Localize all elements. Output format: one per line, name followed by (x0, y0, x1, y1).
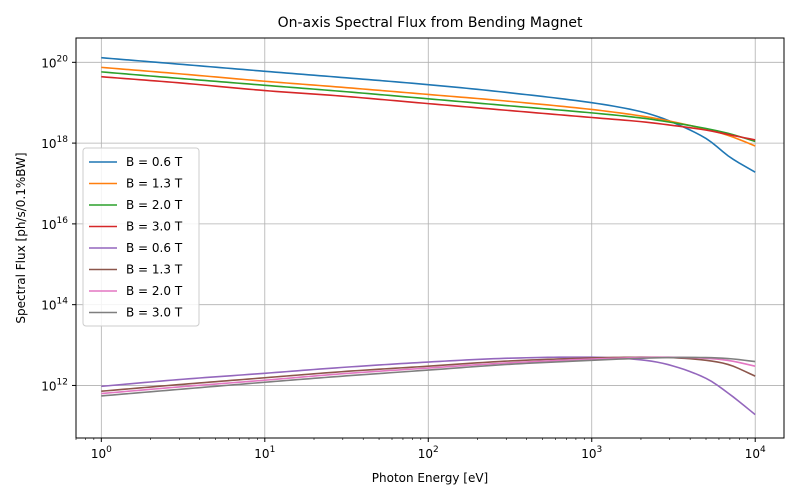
x-tick-label: 101 (254, 445, 275, 461)
x-tick-label: 103 (581, 445, 602, 461)
legend-entry: B = 2.0 T (126, 198, 183, 212)
legend-entry: B = 2.0 T (126, 284, 183, 298)
series-line-5 (101, 356, 756, 416)
series-line-2 (101, 66, 756, 147)
series-line-3 (101, 71, 756, 143)
x-axis-label: Photon Energy [eV] (372, 471, 488, 485)
legend-entry: B = 1.3 T (126, 263, 183, 277)
legend-box (82, 147, 200, 327)
y-tick-label: 1012 (41, 377, 68, 393)
series-lines (101, 56, 756, 416)
x-tick-label: 102 (418, 445, 439, 461)
legend-entry: B = 3.0 T (126, 220, 183, 234)
ticks: 100 101 102 103 104 1012 1014 1016 1018 1020 (41, 54, 766, 461)
legend: B = 0.6 T B = 1.3 T B = 2.0 T B = 3.0 T B = … (82, 147, 200, 327)
legend-entry: B = 1.3 T (126, 177, 183, 191)
legend-entry: B = 3.0 T (126, 306, 183, 320)
x-tick-label: 100 (91, 445, 112, 461)
legend-entry: B = 0.6 T (126, 155, 183, 169)
chart-title: On-axis Spectral Flux from Bending Magne… (278, 15, 583, 31)
series-line-1 (101, 56, 756, 173)
y-tick-label: 1020 (41, 54, 68, 70)
plot-frame (75, 37, 785, 439)
y-tick-label: 1014 (41, 297, 68, 313)
legend-entry: B = 0.6 T (126, 241, 183, 255)
y-tick-label: 1016 (41, 216, 68, 232)
series-line-4 (101, 75, 756, 141)
y-axis-label: Spectral Flux [ph/s/0.1%BW] (14, 152, 28, 323)
y-tick-label: 1018 (41, 135, 68, 151)
series-line-8 (101, 356, 756, 397)
x-tick-label: 104 (745, 445, 766, 461)
